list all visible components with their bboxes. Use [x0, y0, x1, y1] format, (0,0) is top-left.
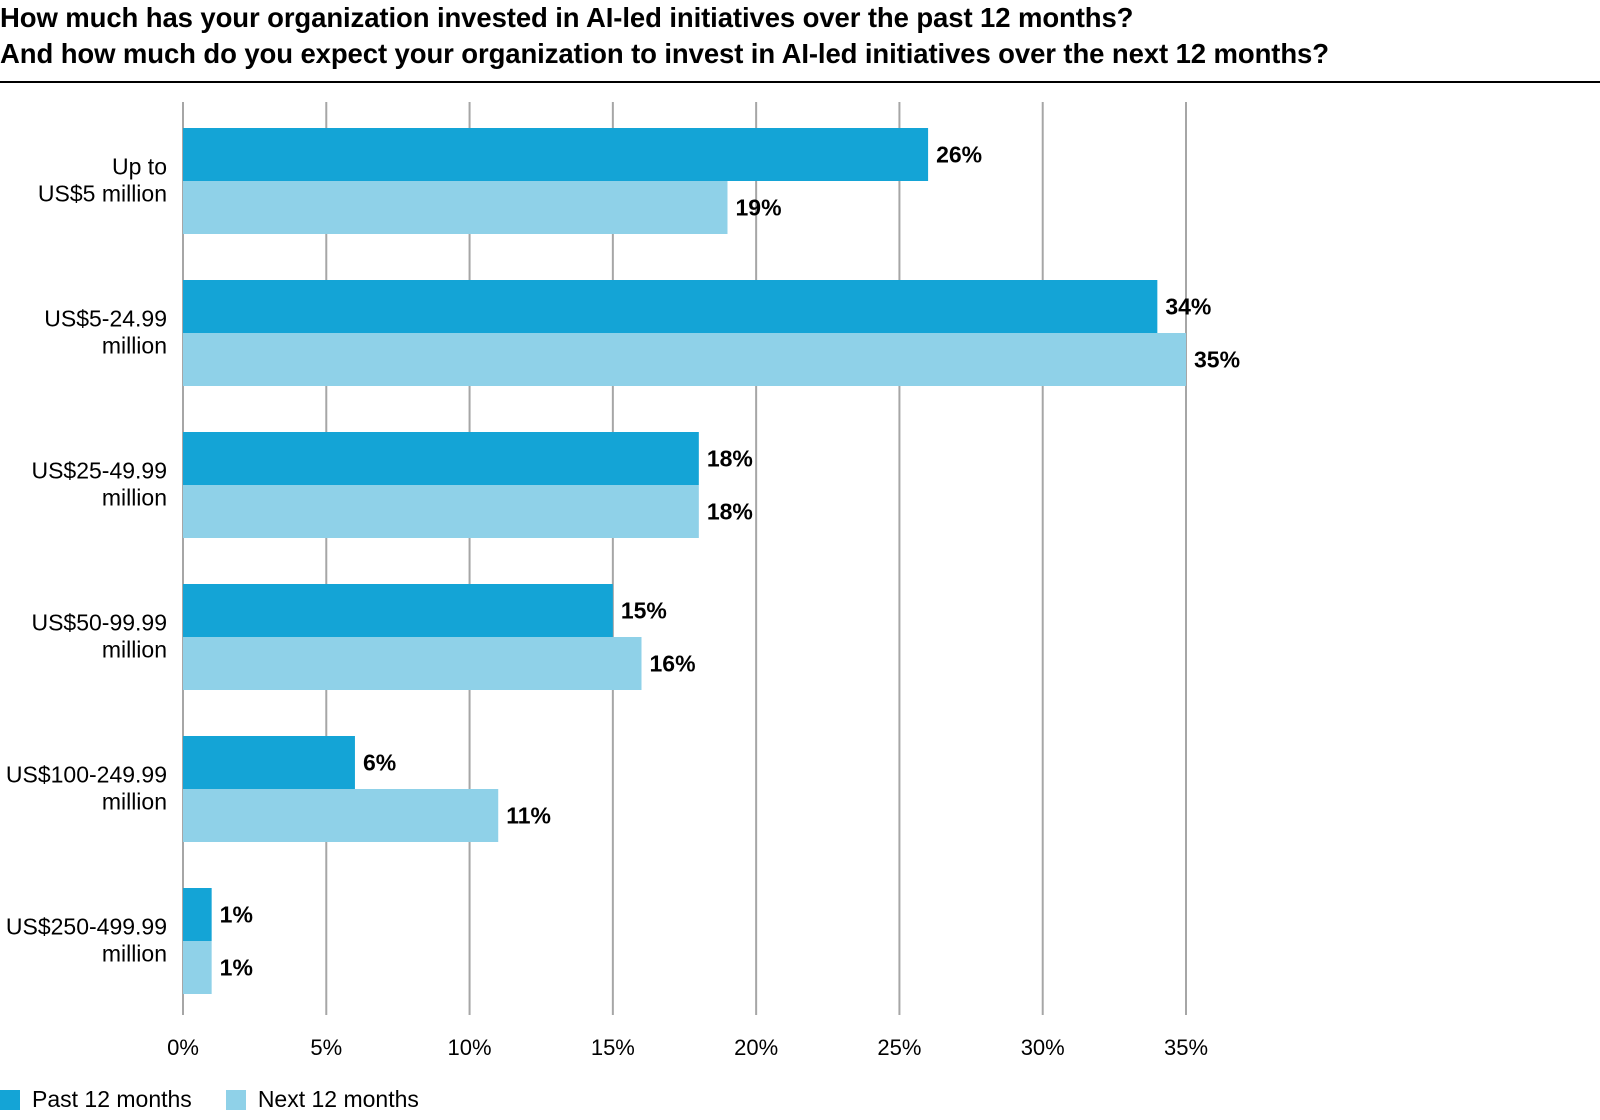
bar-next — [183, 789, 499, 842]
bar-past — [183, 888, 212, 941]
bar-past — [183, 128, 929, 181]
bar-past — [183, 584, 613, 637]
data-label: 15% — [621, 598, 667, 624]
legend: Past 12 months Next 12 months — [0, 1086, 419, 1113]
category-label: US$5-24.99 million — [44, 306, 167, 359]
bar-next — [183, 637, 642, 690]
data-label: 16% — [650, 651, 696, 677]
category-label: Up to US$5 million — [38, 154, 167, 207]
data-label: 19% — [735, 195, 781, 221]
data-label: 18% — [707, 446, 753, 472]
bar-next — [183, 333, 1186, 386]
category-label: US$250-499.99 million — [6, 914, 167, 967]
category-label: US$25-49.99 million — [31, 458, 167, 511]
data-label: 18% — [707, 499, 753, 525]
bar-next — [183, 181, 728, 234]
bar-past — [183, 432, 699, 485]
x-tick-label: 10% — [448, 1035, 492, 1060]
legend-swatch-past — [0, 1089, 20, 1110]
x-tick-label: 0% — [167, 1035, 199, 1060]
x-tick-label: 15% — [591, 1035, 635, 1060]
x-tick-label: 30% — [1021, 1035, 1065, 1060]
data-label: 34% — [1165, 294, 1211, 320]
data-label: 1% — [220, 955, 253, 981]
bar-next — [183, 485, 699, 538]
category-label: US$100-249.99 million — [6, 762, 167, 815]
x-tick-label: 5% — [310, 1035, 342, 1060]
title-line-1: How much has your organization invested … — [0, 2, 1134, 33]
data-label: 35% — [1194, 347, 1240, 373]
legend-label-past: Past 12 months — [32, 1086, 192, 1112]
legend-label-next: Next 12 months — [257, 1086, 419, 1112]
title-line-2: And how much do you expect your organiza… — [0, 38, 1329, 69]
x-tick-label: 20% — [734, 1035, 778, 1060]
bar-past — [183, 280, 1158, 333]
data-label: 6% — [363, 750, 396, 776]
category-label: US$50-99.99 million — [31, 610, 167, 663]
legend-swatch-next — [225, 1089, 246, 1110]
data-label: 26% — [936, 142, 982, 168]
title-divider — [0, 81, 1600, 83]
x-tick-label: 25% — [877, 1035, 921, 1060]
bar-past — [183, 736, 355, 789]
data-label: 1% — [220, 902, 253, 928]
bar-next — [183, 941, 212, 994]
x-tick-label: 35% — [1164, 1035, 1208, 1060]
data-label: 11% — [506, 803, 551, 829]
chart-title: How much has your organization invested … — [0, 0, 1329, 72]
